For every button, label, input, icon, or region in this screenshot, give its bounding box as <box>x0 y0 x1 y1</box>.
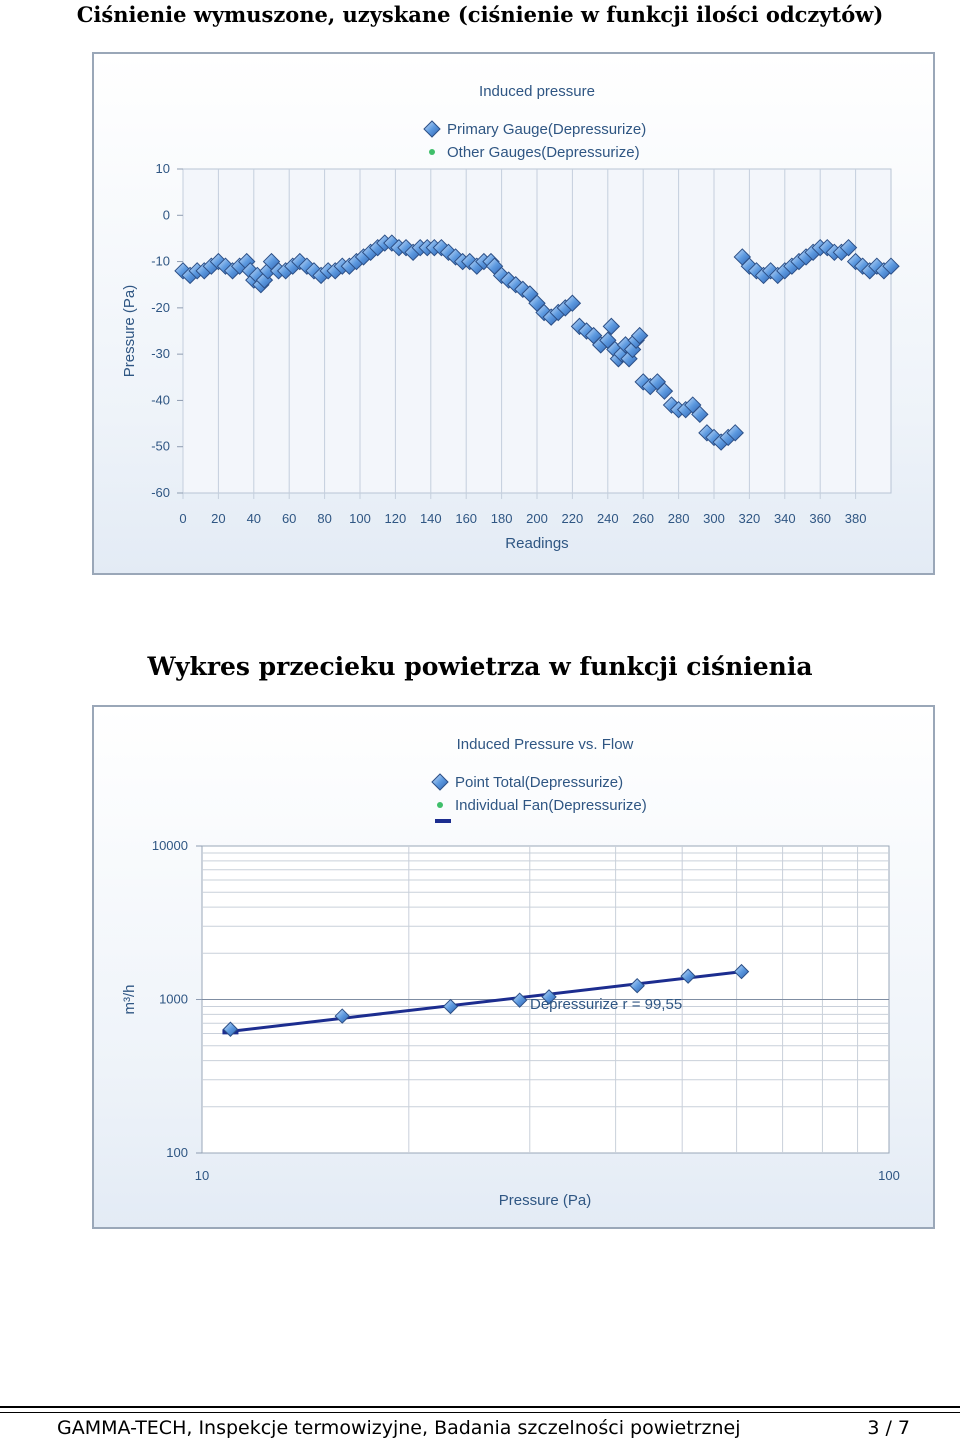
pressure-readings-chart: 0 20 40 60 80 100 120 140 160 180 200 220 240 260 280 3… <box>121 83 900 552</box>
x-axis-label: Readings <box>505 535 568 552</box>
data-point <box>630 326 649 345</box>
y-tick-label: 100 <box>166 1145 188 1160</box>
x-tick-label: 80 <box>317 511 331 526</box>
y-tick-label: -50 <box>151 439 170 454</box>
legend-entry-pressure-1: Other Gauges(Depressurize) <box>447 144 640 161</box>
regression-annotation: Depressurize r = 99,55 <box>530 996 682 1013</box>
data-point <box>334 1008 350 1024</box>
chart-panel-pressure: 0 20 40 60 80 100 120 140 160 180 200 220 240 260 280 3… <box>92 52 935 575</box>
x-tick-label: 60 <box>282 511 296 526</box>
data-point <box>541 989 557 1005</box>
y-tick-label: 0 <box>163 207 170 222</box>
page-title-1: Ciśnienie wymuszone, uzyskane (ciśnienie… <box>76 2 884 27</box>
chart-title: Induced pressure <box>479 83 595 100</box>
pressure-flow-chart: 10000 1000 100 10 100 Pressure (Pa) m³/h Induce… <box>121 736 900 1209</box>
data-point <box>882 257 900 275</box>
x-tick-label: 300 <box>703 511 725 526</box>
data-point <box>222 1021 239 1037</box>
x-tick-label: 180 <box>491 511 513 526</box>
data-point <box>655 382 674 400</box>
footer-rule <box>0 1406 960 1408</box>
x-tick-label: 0 <box>179 511 186 526</box>
x-tick-label: 160 <box>455 511 477 526</box>
regression-line <box>230 969 747 1033</box>
x-tick-label: 380 <box>845 511 867 526</box>
x-tick-label: 320 <box>739 511 761 526</box>
y-axis-label: Pressure (Pa) <box>121 285 138 378</box>
x-tick-label: 340 <box>774 511 796 526</box>
y-tick-label: -40 <box>151 392 170 407</box>
x-tick-label: 200 <box>526 511 548 526</box>
data-point <box>629 977 645 994</box>
data-point <box>602 317 621 336</box>
legend-entry-pressure-0: Primary Gauge(Depressurize) <box>447 121 646 138</box>
x-tick-label: 10 <box>195 1168 209 1183</box>
legend-entry-flow-0: Point Total(Depressurize) <box>455 774 623 791</box>
y-tick-label: 10000 <box>152 838 188 853</box>
data-point <box>839 238 858 257</box>
legend-diamond-icon <box>431 773 449 791</box>
data-point <box>691 405 709 424</box>
x-tick-label: 100 <box>349 511 371 526</box>
legend-entry-flow-1: Individual Fan(Depressurize) <box>455 797 647 814</box>
x-axis-label: Pressure (Pa) <box>499 1192 592 1209</box>
page-title-2: Wykres przecieku powietrza w funkcji ciś… <box>147 652 813 681</box>
x-tick-label: 140 <box>420 511 442 526</box>
legend-dot-icon <box>437 802 443 808</box>
x-tick-label: 40 <box>247 511 261 526</box>
y-tick-label: -10 <box>151 254 170 269</box>
y-tick-label: -30 <box>151 346 170 361</box>
legend-dot-icon <box>429 149 435 155</box>
chart-title: Induced Pressure vs. Flow <box>457 736 634 753</box>
data-point <box>726 424 744 442</box>
data-point <box>733 963 750 980</box>
page-footer: GAMMA-TECH, Inspekcje termowizyjne, Bada… <box>0 1404 960 1439</box>
x-tick-label: 280 <box>668 511 690 526</box>
x-tick-label: 120 <box>385 511 407 526</box>
legend-marker-dash <box>435 819 451 823</box>
page-number: 3 / 7 <box>867 1417 910 1439</box>
chart-panel-flow: 10000 1000 100 10 100 Pressure (Pa) m³/h Induce… <box>92 705 935 1229</box>
x-tick-label: 220 <box>562 511 584 526</box>
footer-text: GAMMA-TECH, Inspekcje termowizyjne, Bada… <box>57 1417 741 1439</box>
data-point <box>442 998 459 1015</box>
footer-rule-thin <box>0 1412 960 1413</box>
y-tick-label: -20 <box>151 300 170 315</box>
data-point <box>511 992 528 1008</box>
x-tick-label: 100 <box>878 1168 900 1183</box>
y-tick-label: 10 <box>156 161 170 176</box>
y-tick-label: -60 <box>151 485 170 500</box>
x-tick-label: 20 <box>211 511 225 526</box>
y-tick-label: 1000 <box>159 992 188 1007</box>
data-point <box>680 968 696 984</box>
x-tick-label: 260 <box>632 511 654 526</box>
x-tick-label: 360 <box>809 511 831 526</box>
y-axis-label: m³/h <box>121 985 138 1015</box>
legend-diamond-icon <box>423 120 441 138</box>
data-point <box>563 294 582 312</box>
x-tick-label: 240 <box>597 511 619 526</box>
